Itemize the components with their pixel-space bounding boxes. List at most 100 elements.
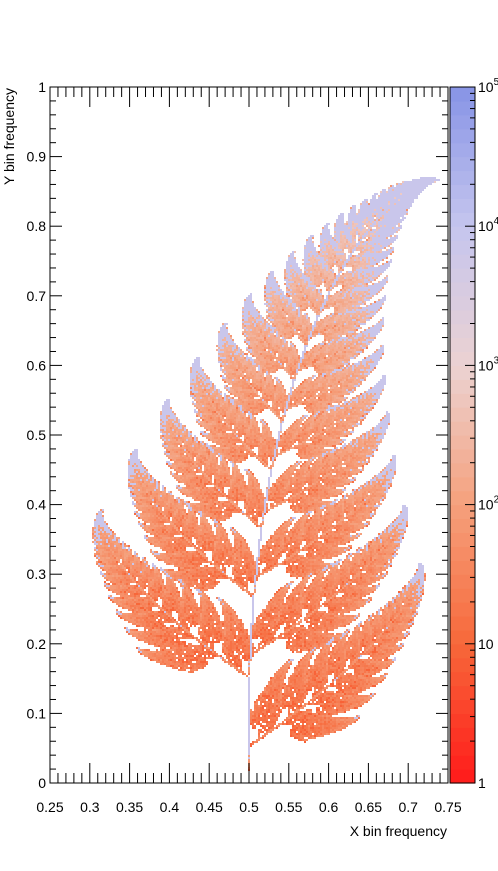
heatmap-bin bbox=[360, 247, 362, 249]
heatmap-bin bbox=[350, 319, 352, 321]
heatmap-bin bbox=[246, 311, 248, 313]
heatmap-bin bbox=[390, 211, 392, 213]
heatmap-bin bbox=[306, 355, 308, 357]
heatmap-bin bbox=[334, 371, 336, 373]
heatmap-bin bbox=[358, 375, 360, 377]
heatmap-bin bbox=[358, 229, 360, 231]
heatmap-bin bbox=[244, 357, 246, 359]
heatmap-bin bbox=[328, 249, 330, 251]
heatmap-bin bbox=[270, 311, 272, 313]
heatmap-bin bbox=[372, 217, 374, 219]
heatmap-bin bbox=[274, 335, 276, 337]
heatmap-bin bbox=[306, 271, 308, 273]
heatmap-bin bbox=[326, 327, 328, 329]
heatmap-bin bbox=[350, 379, 352, 381]
heatmap-bin bbox=[356, 229, 358, 231]
heatmap-bin bbox=[306, 255, 308, 257]
heatmap-bin bbox=[222, 343, 224, 345]
heatmap-bin bbox=[392, 239, 394, 241]
heatmap-bin bbox=[332, 379, 334, 381]
heatmap-bin bbox=[230, 363, 232, 365]
heatmap-bin bbox=[314, 291, 316, 293]
heatmap-bin bbox=[260, 315, 262, 317]
heatmap-bin bbox=[346, 323, 348, 325]
heatmap-bin bbox=[254, 353, 256, 355]
heatmap-bin bbox=[352, 225, 354, 227]
heatmap-bin bbox=[382, 195, 384, 197]
heatmap-bin bbox=[374, 329, 376, 331]
heatmap-bin bbox=[370, 281, 372, 283]
heatmap-bin bbox=[330, 263, 332, 265]
heatmap-bin bbox=[306, 279, 308, 281]
heatmap-bin bbox=[376, 287, 378, 289]
heatmap-bin bbox=[338, 243, 340, 245]
heatmap-bin bbox=[372, 263, 374, 265]
heatmap-bin bbox=[344, 255, 346, 257]
heatmap-bin bbox=[392, 221, 394, 223]
heatmap-bin bbox=[282, 351, 284, 353]
heatmap-bin bbox=[246, 337, 248, 339]
heatmap-bin bbox=[364, 245, 366, 247]
heatmap-bin bbox=[218, 339, 220, 341]
heatmap-bin bbox=[262, 343, 264, 345]
heatmap-bin bbox=[372, 287, 374, 289]
heatmap-bin bbox=[368, 237, 370, 239]
heatmap-bin bbox=[322, 379, 324, 381]
heatmap-bin bbox=[352, 239, 354, 241]
heatmap-bin bbox=[340, 351, 342, 353]
heatmap-bin bbox=[320, 361, 322, 363]
heatmap-bin bbox=[258, 319, 260, 321]
heatmap-bin bbox=[314, 269, 316, 271]
heatmap-bin bbox=[368, 247, 370, 249]
heatmap-bin bbox=[268, 283, 270, 285]
heatmap-bin bbox=[378, 325, 380, 327]
heatmap-bin bbox=[362, 291, 364, 293]
heatmap-bin bbox=[320, 353, 322, 355]
heatmap-bin bbox=[232, 339, 234, 341]
heatmap-bin bbox=[380, 269, 382, 271]
heatmap-bin bbox=[360, 339, 362, 341]
heatmap-bin bbox=[284, 273, 286, 275]
heatmap-bin bbox=[356, 225, 358, 227]
heatmap-bin bbox=[290, 375, 292, 377]
heatmap-bin bbox=[190, 377, 192, 379]
heatmap-bin bbox=[250, 335, 252, 337]
heatmap-bin bbox=[272, 325, 274, 327]
heatmap-bin bbox=[296, 329, 298, 331]
heatmap-bin bbox=[330, 241, 332, 243]
heatmap-bin bbox=[324, 319, 326, 321]
heatmap-bin bbox=[386, 257, 388, 259]
heatmap-bin bbox=[388, 221, 390, 223]
heatmap-bin bbox=[222, 359, 224, 361]
heatmap-bin bbox=[264, 327, 266, 329]
heatmap-bin bbox=[368, 337, 370, 339]
heatmap-bin bbox=[334, 227, 336, 229]
heatmap-bin bbox=[302, 329, 304, 331]
heatmap-bin bbox=[358, 319, 360, 321]
heatmap-bin bbox=[356, 223, 358, 225]
heatmap-bin bbox=[332, 321, 334, 323]
heatmap-bin bbox=[354, 289, 356, 291]
heatmap-bin bbox=[228, 363, 230, 365]
heatmap-bin bbox=[352, 251, 354, 253]
heatmap-bin bbox=[254, 347, 256, 349]
heatmap-bin bbox=[298, 355, 300, 357]
heatmap-bin bbox=[198, 367, 200, 369]
heatmap-bin bbox=[246, 333, 248, 335]
heatmap-bin bbox=[364, 357, 366, 359]
heatmap-bin bbox=[340, 299, 342, 301]
heatmap-bin bbox=[254, 311, 256, 313]
heatmap-bin bbox=[370, 253, 372, 255]
heatmap-bin bbox=[254, 361, 256, 363]
heatmap-bin bbox=[294, 259, 296, 261]
heatmap-bin bbox=[256, 357, 258, 359]
heatmap-bin bbox=[330, 267, 332, 269]
heatmap-bin bbox=[378, 247, 380, 249]
heatmap-bin bbox=[278, 349, 280, 351]
heatmap-bin bbox=[338, 319, 340, 321]
heatmap-bin bbox=[284, 271, 286, 273]
heatmap-bin bbox=[306, 283, 308, 285]
heatmap-bin bbox=[344, 235, 346, 237]
heatmap-bin bbox=[344, 281, 346, 283]
heatmap-bin bbox=[296, 365, 298, 367]
